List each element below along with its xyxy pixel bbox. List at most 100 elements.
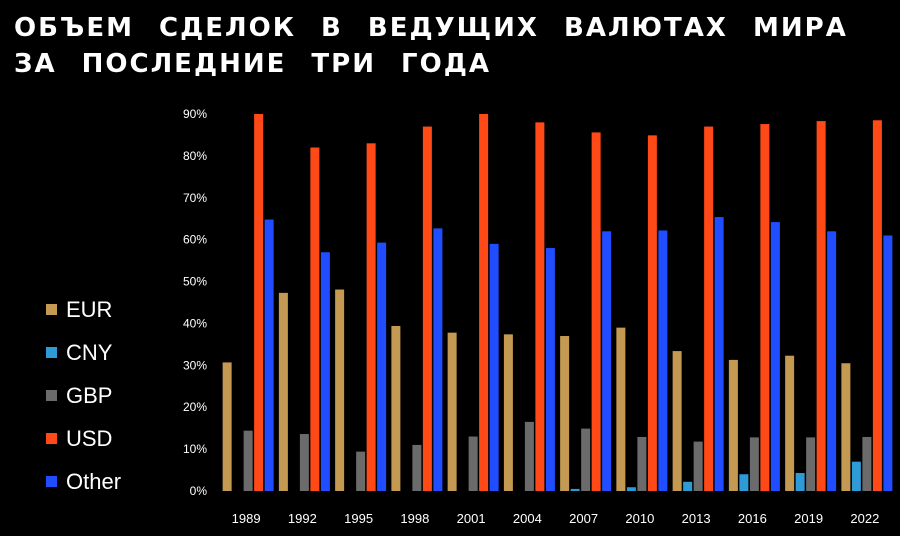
- legend-item-cny: CNY: [46, 331, 166, 374]
- bar-other-1995: [377, 242, 387, 491]
- bar-eur-1995: [335, 289, 345, 491]
- bar-other-2016: [770, 222, 780, 491]
- bar-eur-1992: [278, 292, 288, 491]
- legend-swatch: [46, 347, 57, 358]
- y-tick-label: 10%: [183, 442, 207, 456]
- y-tick-label: 70%: [183, 191, 207, 205]
- legend-swatch: [46, 390, 57, 401]
- chart-title: ОБЪЕМ СДЕЛОК В ВЕДУЩИХ ВАЛЮТАХ МИРА ЗА П…: [14, 10, 894, 82]
- bar-cny-2016: [739, 474, 749, 491]
- bar-gbp-2007: [581, 428, 591, 491]
- bar-usd-2007: [591, 132, 601, 491]
- bar-gbp-1998: [412, 444, 422, 491]
- bar-cny-2019: [795, 472, 805, 491]
- x-tick-label: 2019: [794, 511, 823, 526]
- bar-other-2001: [489, 243, 499, 491]
- legend-label: CNY: [66, 339, 113, 365]
- bar-gbp-2004: [524, 421, 534, 491]
- bar-group-1998: [391, 126, 443, 492]
- legend-label: USD: [66, 425, 113, 451]
- bar-cny-2022: [851, 461, 861, 491]
- y-tick-label: 20%: [183, 400, 207, 414]
- chart-title-line-2: ЗА ПОСЛЕДНИЕ ТРИ ГОДА: [14, 49, 491, 79]
- chart-title-line-1: ОБЪЕМ СДЕЛОК В ВЕДУЩИХ ВАЛЮТАХ МИРА: [14, 13, 848, 43]
- bar-group-2019: [785, 121, 837, 492]
- legend-swatch: [46, 433, 57, 444]
- x-tick-label: 1995: [344, 511, 373, 526]
- x-tick-label: 1989: [232, 511, 261, 526]
- x-tick-label: 2007: [569, 511, 598, 526]
- bar-cny-2010: [626, 487, 636, 491]
- y-tick-label: 90%: [183, 107, 207, 121]
- bar-group-2010: [616, 135, 668, 492]
- bar-gbp-1992: [299, 434, 309, 491]
- bar-other-1989: [264, 219, 274, 491]
- bar-usd-2019: [816, 121, 826, 492]
- y-axis: 0% 10% 20% 30% 40% 50% 60% 70% 80% 90%: [183, 107, 207, 498]
- bar-group-2016: [728, 124, 780, 492]
- bar-gbp-1995: [356, 451, 366, 491]
- bar-eur-2001: [447, 332, 457, 491]
- x-tick-label: 2001: [457, 511, 486, 526]
- bar-group-2022: [841, 120, 893, 491]
- legend-label: Other: [66, 468, 122, 494]
- bar-usd-2010: [647, 135, 657, 492]
- bar-eur-2013: [672, 351, 682, 491]
- bar-usd-2016: [760, 124, 770, 492]
- bar-group-2007: [560, 132, 612, 492]
- bar-gbp-2022: [862, 436, 872, 491]
- bar-eur-1998: [391, 325, 401, 491]
- bar-other-1998: [433, 228, 443, 492]
- bar-eur-2010: [616, 327, 626, 491]
- bar-other-2019: [827, 231, 837, 492]
- bars: [222, 114, 893, 492]
- bar-gbp-2019: [806, 437, 816, 491]
- bar-group-2001: [447, 114, 499, 491]
- bar-other-2013: [714, 217, 724, 492]
- y-tick-label: 0%: [190, 484, 208, 498]
- legend-swatch: [46, 476, 57, 487]
- y-tick-label: 50%: [183, 275, 207, 289]
- bar-eur-1989: [222, 362, 232, 491]
- chart-legend: EUR CNY GBP USD Other: [46, 288, 166, 503]
- bar-gbp-2001: [468, 436, 478, 491]
- bar-gbp-2016: [749, 437, 759, 491]
- bar-other-2010: [658, 230, 668, 491]
- bar-other-2022: [883, 235, 893, 491]
- bar-usd-1992: [310, 147, 320, 491]
- bar-usd-2001: [479, 114, 489, 491]
- y-tick-label: 80%: [183, 149, 207, 163]
- legend-label: EUR: [66, 296, 113, 322]
- y-tick-label: 40%: [183, 316, 207, 330]
- y-tick-label: 30%: [183, 358, 207, 372]
- bar-group-1995: [335, 143, 387, 491]
- x-axis: 1989 1992 1995 1998 2001 2004 2007 2010 2013 2016…: [232, 511, 880, 526]
- legend-item-eur: EUR: [46, 288, 166, 331]
- bar-eur-2007: [560, 336, 570, 491]
- x-tick-label: 2022: [850, 511, 879, 526]
- x-tick-label: 1992: [288, 511, 317, 526]
- x-tick-label: 2004: [513, 511, 542, 526]
- bar-cny-2007: [570, 488, 580, 491]
- bar-group-2013: [672, 126, 724, 492]
- legend-item-gbp: GBP: [46, 374, 166, 417]
- bar-group-2004: [503, 122, 555, 491]
- bar-group-1992: [278, 147, 330, 491]
- legend-label: GBP: [66, 382, 113, 408]
- legend-swatch: [46, 304, 57, 315]
- bar-eur-2004: [503, 334, 513, 491]
- bar-usd-2022: [872, 120, 882, 491]
- bar-gbp-2013: [693, 441, 703, 491]
- x-tick-label: 2010: [625, 511, 654, 526]
- bar-cny-2013: [683, 481, 693, 491]
- bar-other-2007: [602, 231, 612, 492]
- bar-usd-1995: [366, 143, 376, 491]
- bar-eur-2022: [841, 363, 851, 491]
- bar-usd-2013: [704, 126, 714, 491]
- bar-other-2004: [545, 248, 555, 491]
- x-tick-label: 2013: [682, 511, 711, 526]
- bar-eur-2019: [785, 355, 795, 491]
- bar-eur-2016: [728, 359, 738, 491]
- x-tick-label: 1998: [400, 511, 429, 526]
